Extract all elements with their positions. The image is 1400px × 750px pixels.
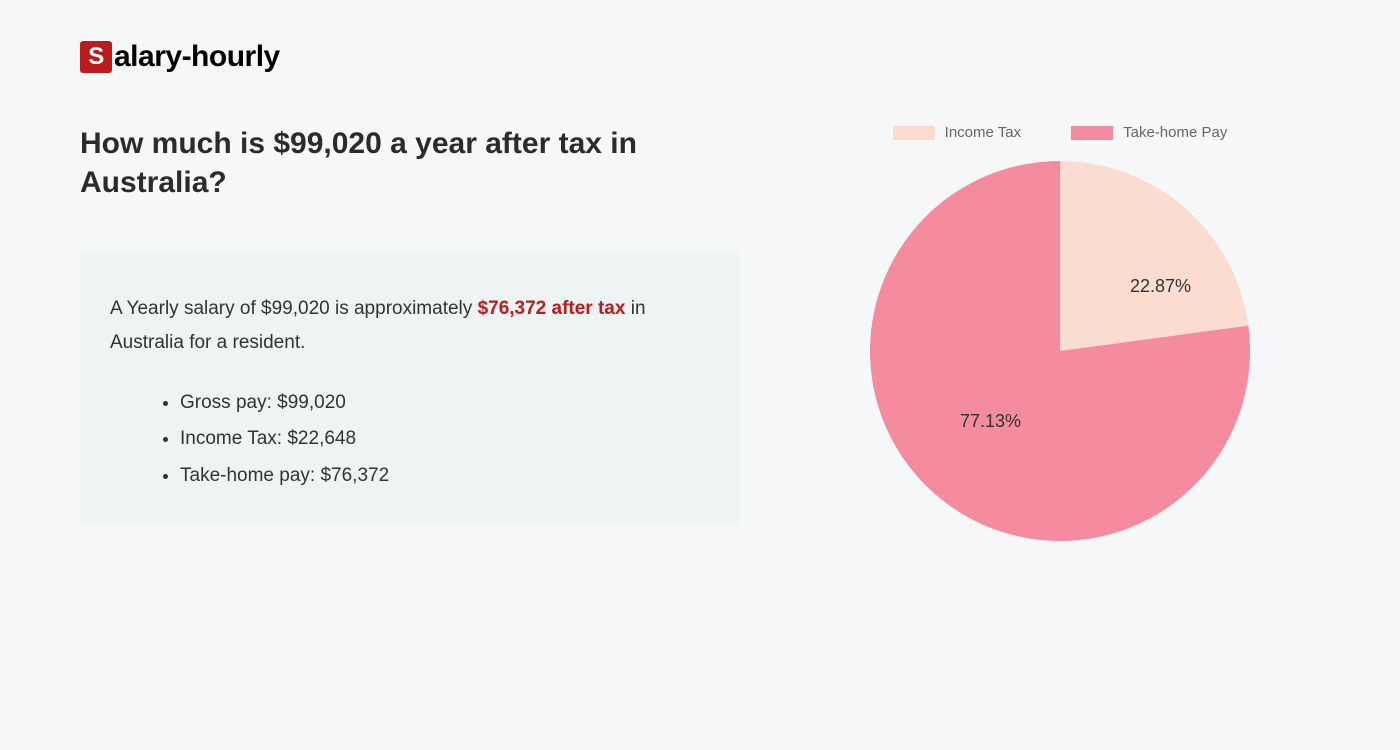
pie-chart: 22.87% 77.13% — [870, 161, 1250, 541]
chart-legend: Income Tax Take-home Pay — [893, 124, 1228, 141]
pie-svg — [870, 161, 1250, 541]
page-title: How much is $99,020 a year after tax in … — [80, 124, 740, 202]
legend-item-income-tax: Income Tax — [893, 124, 1021, 141]
left-column: How much is $99,020 a year after tax in … — [80, 124, 740, 541]
legend-swatch — [1071, 126, 1113, 140]
list-item: Take-home pay: $76,372 — [180, 458, 710, 494]
slice-label-income-tax: 22.87% — [1130, 276, 1191, 297]
content-row: How much is $99,020 a year after tax in … — [80, 124, 1320, 541]
summary-highlight: $76,372 after tax — [478, 298, 626, 319]
logo: Salary-hourly — [80, 40, 1320, 74]
right-column: Income Tax Take-home Pay 22.87% 77.13% — [800, 124, 1320, 541]
legend-item-take-home: Take-home Pay — [1071, 124, 1227, 141]
list-item: Income Tax: $22,648 — [180, 421, 710, 457]
summary-text: A Yearly salary of $99,020 is approximat… — [110, 292, 710, 360]
list-item: Gross pay: $99,020 — [180, 385, 710, 421]
legend-swatch — [893, 126, 935, 140]
summary-prefix: A Yearly salary of $99,020 is approximat… — [110, 298, 478, 319]
summary-box: A Yearly salary of $99,020 is approximat… — [80, 252, 740, 524]
legend-label: Take-home Pay — [1123, 124, 1227, 141]
slice-label-take-home: 77.13% — [960, 411, 1021, 432]
bullet-list: Gross pay: $99,020 Income Tax: $22,648 T… — [110, 385, 710, 493]
logo-text: alary-hourly — [114, 40, 280, 74]
logo-icon: S — [80, 41, 112, 73]
legend-label: Income Tax — [945, 124, 1021, 141]
